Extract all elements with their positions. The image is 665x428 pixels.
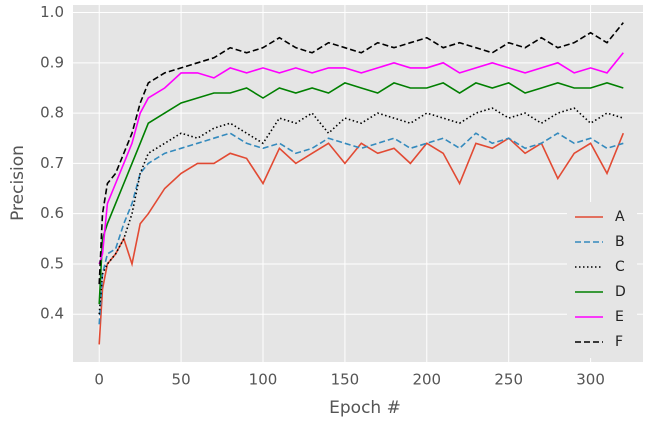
- legend-label: C: [615, 259, 625, 275]
- x-tick-label: 300: [576, 371, 605, 389]
- x-tick-label: 250: [494, 371, 523, 389]
- x-tick-label: 100: [249, 371, 278, 389]
- plot-background: [73, 5, 643, 362]
- line-series: [98, 107, 624, 315]
- legend-label: B: [615, 234, 625, 250]
- line-series: [98, 22, 624, 285]
- x-tick-label: 150: [331, 371, 360, 389]
- legend-label: D: [615, 284, 626, 300]
- x-tick-label: 50: [172, 371, 191, 389]
- line-series: [98, 52, 624, 265]
- legend-label: F: [615, 334, 623, 350]
- line-series: [98, 82, 624, 305]
- y-tick-label: 0.5: [40, 254, 64, 272]
- legend-label: E: [615, 309, 624, 325]
- y-tick-label: 0.9: [40, 53, 64, 71]
- legend-label: A: [615, 209, 625, 225]
- y-tick-label: 1.0: [40, 3, 64, 21]
- y-tick-label: 0.7: [40, 154, 64, 172]
- y-tick-label: 0.6: [40, 204, 64, 222]
- y-axis-label: Precision: [8, 145, 28, 221]
- line-series: [98, 132, 625, 345]
- y-tick-label: 0.4: [40, 305, 64, 323]
- x-axis-label: Epoch #: [329, 398, 401, 418]
- y-tick-label: 0.8: [40, 104, 64, 122]
- line-series: [98, 132, 624, 325]
- x-tick-label: 0: [94, 371, 104, 389]
- x-tick-label: 200: [412, 371, 441, 389]
- legend-box: [567, 202, 637, 358]
